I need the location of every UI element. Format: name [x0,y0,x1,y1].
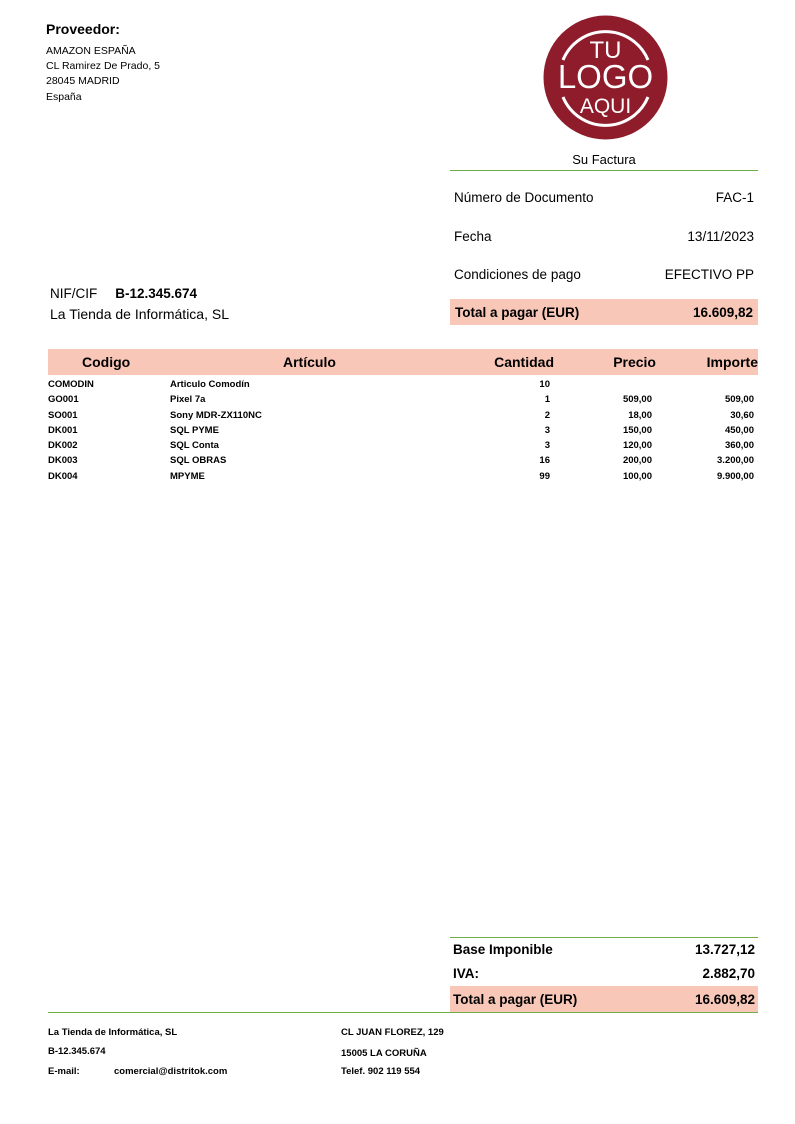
items-table: COMODIN Articulo Comodín 10 GO001 Pixel 7a 1 5… [48,377,758,484]
cell-article: Pixel 7a [170,394,206,406]
provider-address: CL Ramirez De Prado, 5 [46,60,160,72]
cell-amount: 360,00 [724,440,754,452]
divider [450,937,758,938]
header-importe: Importe [706,354,758,370]
base-value: 13.727,12 [694,942,755,957]
header-articulo: Artículo [283,354,336,370]
footer-email-label: E-mail: [48,1066,80,1077]
cell-code: DK003 [48,455,78,467]
cell-article: SQL OBRAS [170,455,227,467]
cell-code: DK002 [48,440,78,452]
payment-row: Condiciones de pago EFECTIVO PP [450,267,758,282]
header-codigo: Codigo [82,354,131,370]
cell-article: Articulo Comodín [170,379,250,390]
divider [450,170,758,171]
cell-quantity: 10 [539,379,550,390]
cell-quantity: 1 [544,394,550,406]
cell-article: MPYME [170,470,205,482]
doc-number-row: Número de Documento FAC-1 [450,190,758,205]
footer-nif: B-12.345.674 [48,1046,106,1057]
payment-label: Condiciones de pago [454,267,581,282]
table-row: GO001 Pixel 7a 1 509,00 509,00 [48,392,758,407]
header-precio: Precio [613,354,656,370]
summary-total-value: 16.609,82 [694,991,755,1007]
footer-city: 15005 LA CORUÑA [341,1048,427,1059]
footer-divider [48,1012,758,1013]
cell-quantity: 3 [544,440,550,452]
table-row: DK003 SQL OBRAS 16 200,00 3.200,00 [48,453,758,468]
company-logo: TU LOGO AQUI [543,15,668,140]
cell-code: GO001 [48,394,79,406]
cell-article: SQL Conta [170,440,219,452]
cell-code: DK001 [48,424,78,436]
table-header: Codigo Artículo Cantidad Precio Importe [48,349,758,375]
cell-code: DK004 [48,470,78,482]
total-row: Total a pagar (EUR) 16.609,82 [450,299,758,325]
base-row: Base Imponible 13.727,12 [450,942,758,957]
date-value: 13/11/2023 [687,229,754,244]
cell-code: SO001 [48,409,78,421]
cell-amount: 509,00 [724,394,754,406]
cell-quantity: 2 [544,409,550,421]
svg-text:LOGO: LOGO [558,58,653,95]
cell-price: 509,00 [622,394,652,406]
total-value: 16.609,82 [692,304,753,320]
provider-city: 28045 MADRID [46,75,120,87]
provider-country: España [46,91,82,103]
client-nif: NIF/CIF B-12.345.674 [50,286,197,301]
cell-price: 200,00 [622,455,652,467]
payment-value: EFECTIVO PP [664,267,754,282]
cell-quantity: 99 [539,470,550,482]
cell-quantity: 3 [544,424,550,436]
iva-value: 2.882,70 [702,966,755,981]
table-row: COMODIN Articulo Comodín 10 [48,377,758,392]
date-label: Fecha [454,229,492,244]
cell-article: Sony MDR-ZX110NC [170,409,262,421]
cell-code: COMODIN [48,379,94,390]
nif-label: NIF/CIF [50,286,98,301]
table-row: DK001 SQL PYME 3 150,00 450,00 [48,423,758,438]
cell-quantity: 16 [539,455,550,467]
svg-text:AQUI: AQUI [580,95,631,118]
base-label: Base Imponible [453,942,553,957]
table-row: SO001 Sony MDR-ZX110NC 2 18,00 30,60 [48,408,758,423]
cell-article: SQL PYME [170,424,219,436]
cell-price: 100,00 [622,470,652,482]
header-cantidad: Cantidad [494,354,554,370]
iva-label: IVA: [453,966,479,981]
svg-text:TU: TU [590,37,622,64]
summary-total-row: Total a pagar (EUR) 16.609,82 [450,986,758,1012]
cell-amount: 30,60 [730,409,754,421]
nif-value: B-12.345.674 [115,286,198,301]
footer-phone: Telef. 902 119 554 [341,1066,421,1077]
cell-price: 120,00 [622,440,652,452]
cell-amount: 9.900,00 [717,470,754,482]
cell-price: 150,00 [622,424,652,436]
cell-price: 18,00 [628,409,652,421]
summary-total-label: Total a pagar (EUR) [453,991,578,1007]
date-row: Fecha 13/11/2023 [450,229,758,244]
client-name: La Tienda de Informática, SL [50,306,229,322]
footer-email[interactable]: comercial@distritok.com [114,1066,228,1077]
provider-title: Proveedor: [46,21,120,37]
provider-name: AMAZON ESPAÑA [46,45,136,57]
iva-row: IVA: 2.882,70 [450,966,758,981]
total-label: Total a pagar (EUR) [455,304,580,320]
doc-number-label: Número de Documento [454,190,594,205]
cell-amount: 3.200,00 [717,455,754,467]
doc-number-value: FAC-1 [715,190,754,205]
footer-address: CL JUAN FLOREZ, 129 [341,1027,444,1038]
invoice-title: Su Factura [572,152,636,167]
cell-amount: 450,00 [724,424,754,436]
footer-company: La Tienda de Informática, SL [48,1027,178,1038]
table-row: DK002 SQL Conta 3 120,00 360,00 [48,438,758,453]
table-row: DK004 MPYME 99 100,00 9.900,00 [48,469,758,484]
